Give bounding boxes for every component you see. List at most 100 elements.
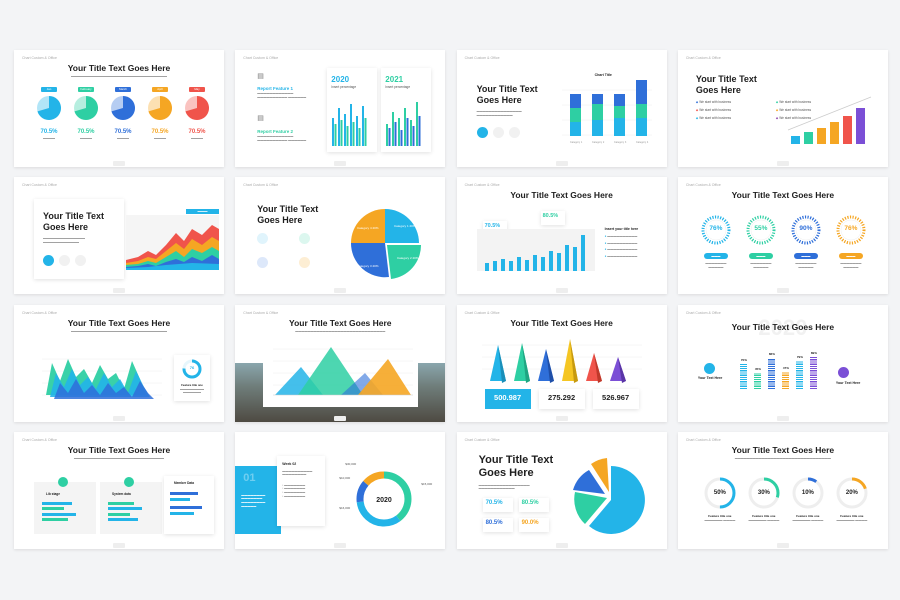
- slide-16-thumbnail[interactable]: Chart Custom & Office Your Title Text Go…: [677, 431, 888, 549]
- slide-14-thumbnail[interactable]: 01 ▬▬▬▬▬▬▬▬ ▬▬▬▬▬▬▬ ▬▬▬▬▬▬▬▬ ▬▬▬▬▬ Week …: [235, 431, 446, 549]
- stat-box-2: 80.5%: [518, 497, 549, 512]
- page-number: [334, 542, 347, 548]
- slide-title: Your Title Text Goes Here: [67, 63, 171, 73]
- slide-10-thumbnail[interactable]: Chart Custom & Office Your Title Text Go…: [235, 304, 446, 422]
- slide-8-thumbnail[interactable]: Chart Custom & Office Your Title Text Go…: [677, 177, 888, 295]
- chart-icon: [43, 255, 54, 267]
- slide-13-thumbnail[interactable]: Chart Custom & Office Your Title Text Go…: [14, 431, 224, 549]
- ring-value: 76%: [844, 225, 858, 233]
- pie-month-label: May: [189, 87, 205, 92]
- bullet-list: ◆ We start with business ◆ We start with…: [696, 100, 766, 124]
- slide-6-thumbnail[interactable]: Chart Custom & Office Your Title Text Go…: [235, 177, 446, 295]
- feature-2-text: ▬▬▬▬▬▬▬▬▬▬▬▬ ▬▬▬▬▬▬▬▬▬▬ ▬▬▬▬▬▬: [257, 134, 307, 142]
- percent-bar: 45%: [752, 353, 764, 403]
- ring-pill: ▬▬▬: [838, 253, 863, 260]
- value-1: $30,000: [345, 461, 357, 466]
- ring-item: 76% ▬▬▬ ▬▬▬▬▬▬▬ ▬▬▬▬▬: [698, 213, 734, 283]
- slide-brand: Chart Custom & Office: [464, 437, 500, 442]
- slide-title: Your Title Text Goes Here: [510, 317, 613, 328]
- slide-grid: Chart Custom & Office Your Title Text Go…: [14, 50, 888, 552]
- bullet-item: ◆ We start with business: [695, 116, 732, 120]
- slide-4-thumbnail[interactable]: Chart Custom & Office Your Title Text Go…: [677, 50, 888, 167]
- value-3: $16,000: [339, 505, 351, 510]
- pie-slice: [148, 96, 172, 120]
- donut-value: 50%: [713, 489, 726, 496]
- ring-value: 55%: [754, 225, 768, 233]
- year-label: 2021: [385, 75, 404, 84]
- slide-text: ▬▬▬▬▬▬▬▬▬▬▬▬▬▬ ▬▬▬▬▬▬▬▬▬▬▬▬: [43, 236, 85, 244]
- slide-brand: Chart Custom & Office: [22, 56, 57, 60]
- feature-icon: [257, 233, 269, 245]
- donut-arc: [704, 477, 736, 509]
- background-year: 2020: [758, 314, 808, 340]
- slide-title: Your Title Text Goes Here: [478, 453, 554, 479]
- slide-brand: Chart Custom & Office: [464, 183, 500, 188]
- pie-chart: [111, 96, 135, 120]
- bullet-item: ◆ We start with business: [775, 116, 812, 120]
- card-title: Week 02: [282, 461, 297, 466]
- slide-5-thumbnail[interactable]: Chart Custom & Office Your Title Text Go…: [14, 177, 224, 295]
- panel-title: Lib stage: [46, 491, 60, 496]
- slide-title: Your Title Text Goes Here: [695, 74, 757, 95]
- slide-9-thumbnail[interactable]: Chart Custom & Office Your Title Text Go…: [14, 304, 224, 422]
- svg-text:Category 4: Category 4: [636, 141, 649, 144]
- report-icon: ▤: [257, 73, 264, 80]
- bullet-item: ◆ We start with business: [695, 108, 732, 112]
- slide-2-thumbnail[interactable]: Chart Custom & Office ▤ Report Feature 1…: [235, 50, 446, 167]
- chart-icon: [476, 127, 488, 138]
- exploded-pie-chart: [572, 457, 645, 534]
- slide-15-thumbnail[interactable]: Chart Custom & Office Your Title Text Go…: [456, 431, 667, 549]
- pie-percent: 70.5%: [151, 129, 169, 135]
- right-label: Your Text Here: [835, 380, 861, 385]
- left-icon: [703, 362, 715, 374]
- left-label: Your Text Here: [697, 375, 723, 380]
- panel-text: ▬▬▬▬▬▬▬▬ ▬▬▬▬▬▬▬ ▬▬▬▬▬▬▬▬ ▬▬▬▬▬: [241, 492, 266, 508]
- pie-item: March 70.5% ▬▬▬▬: [108, 87, 138, 157]
- triangle-area-chart: [273, 346, 414, 395]
- ring-item: 90% ▬▬▬ ▬▬▬▬▬▬▬ ▬▬▬▬▬: [788, 213, 824, 283]
- pie-chart: [185, 96, 209, 120]
- slide-brand: Chart Custom & Office: [243, 310, 279, 315]
- bulb-icon: [59, 255, 70, 267]
- donut-arc: [836, 477, 868, 509]
- pie-chart: Category 1 20% Category 2 20% Category 3…: [351, 209, 422, 280]
- page-number: [555, 161, 568, 166]
- feature-2-title: Report Feature 2: [257, 129, 294, 134]
- slide-1-thumbnail[interactable]: Chart Custom & Office Your Title Text Go…: [14, 50, 224, 167]
- page-number: [555, 288, 568, 294]
- pie-month-label: February: [78, 87, 94, 92]
- percent-label: 45%: [754, 366, 761, 371]
- stacked-bar-chart: Category 1 Category 2 Category 3 Categor…: [561, 80, 652, 144]
- slide-title: Your Title Text Goes Here: [731, 444, 835, 455]
- slide-12-thumbnail[interactable]: Chart Custom & Office 2020 Your Title Te…: [677, 304, 888, 422]
- cat-label-3: Category 3 20%: [357, 264, 379, 268]
- feature-icon: [299, 257, 311, 269]
- bar-chart: [476, 229, 595, 272]
- pie-month-label: Jan: [41, 87, 57, 92]
- pie-item: February 70.5% ▬▬▬▬: [71, 87, 101, 157]
- chart-panel: [263, 336, 419, 407]
- pie-month-label: March: [115, 87, 131, 92]
- ring-value: 76%: [709, 225, 723, 233]
- slide-brand: Chart Custom & Office: [22, 310, 57, 315]
- page-number: [555, 415, 568, 421]
- slide-subtitle-placeholder: ▬▬▬▬▬▬▬▬▬▬▬▬▬▬▬▬▬▬▬▬▬▬▬▬▬▬▬▬▬▬▬▬: [71, 74, 167, 78]
- value-4: $10,000: [339, 475, 351, 480]
- slide-7-thumbnail[interactable]: Chart Custom & Office Your Title Text Go…: [456, 177, 667, 295]
- bar-fill: [809, 356, 817, 389]
- donut-label: Feature title one: [752, 513, 776, 518]
- donut-item: 50% Feature title one ▬▬▬▬▬▬ ▬▬▬▬: [700, 476, 740, 536]
- slide-brand: Chart Custom & Office: [243, 183, 279, 188]
- stat-box-3: 80.5%: [482, 517, 513, 532]
- donut-item: 30% Feature title one ▬▬▬▬▬▬ ▬▬▬▬: [744, 476, 784, 536]
- feature-1-title: Report Feature 1: [257, 86, 294, 91]
- donut-value: 30%: [757, 489, 770, 496]
- slide-3-thumbnail[interactable]: Chart Custom & Office Your Title Text Go…: [456, 50, 667, 167]
- bar-chart-2020: [332, 104, 367, 146]
- cat-label-2: Category 2 20%: [397, 256, 419, 260]
- slide-11-thumbnail[interactable]: Chart Custom & Office Your Title Text Go…: [456, 304, 667, 422]
- slide-brand: Chart Custom & Office: [685, 310, 721, 315]
- pie-chart: [74, 96, 98, 120]
- panel-title: Member Data: [174, 480, 195, 485]
- slide-title: Your Title Text Goes Here: [67, 444, 171, 455]
